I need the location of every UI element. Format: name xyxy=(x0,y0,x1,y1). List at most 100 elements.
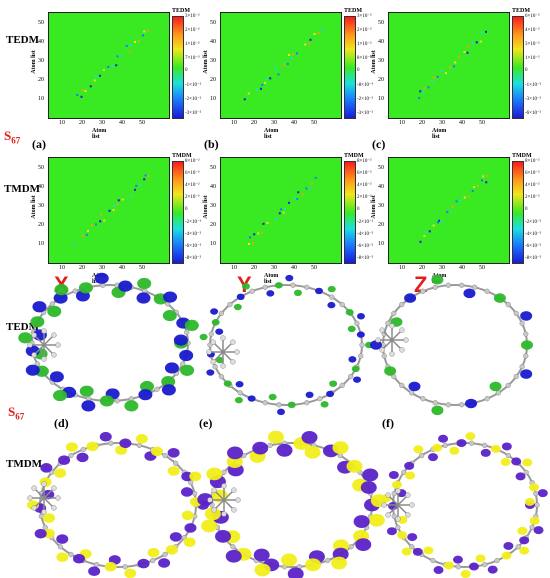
orbital-lobe xyxy=(241,283,250,290)
orbital-lobe xyxy=(332,441,349,455)
atom xyxy=(469,440,475,446)
colorbar-tick-label: 0 xyxy=(185,206,188,212)
atom xyxy=(420,288,426,294)
y-tick-label: 40 xyxy=(210,39,216,45)
orbital-lobe xyxy=(254,563,271,577)
orbital-lobe xyxy=(522,458,533,467)
atom xyxy=(484,288,490,294)
colorbar-tick-label: 6×10⁻² xyxy=(525,14,540,19)
x-axis-title: Atom list xyxy=(264,273,279,285)
atom xyxy=(391,513,397,519)
atom xyxy=(325,557,331,564)
atom xyxy=(51,505,57,511)
heatmap-feature xyxy=(310,182,313,185)
heatmap-feature xyxy=(261,231,264,234)
colorbar-tick-label: 0 xyxy=(525,68,528,74)
colorbar-tick-label: -8×10⁻² xyxy=(525,256,542,261)
colorbar-tick-label: 1×10⁻² xyxy=(525,55,540,61)
orbital-lobe xyxy=(104,561,117,572)
atom xyxy=(445,282,451,288)
orbital-lobe xyxy=(276,443,293,457)
orbital-lobe xyxy=(511,457,522,466)
y-tick-label: 50 xyxy=(38,20,44,26)
heatmap-feature xyxy=(269,77,272,80)
atom xyxy=(505,382,511,389)
heatmap-feature xyxy=(297,191,300,194)
orbital-lobe xyxy=(331,556,348,570)
atom xyxy=(482,562,488,568)
orbital-lobe xyxy=(304,558,321,572)
tmdm-orbital-ring-x xyxy=(27,431,209,578)
heatmap-feature xyxy=(479,40,482,43)
orbital-lobe xyxy=(521,340,533,350)
x-tick-label: 20 xyxy=(251,120,257,126)
orbital-lobe xyxy=(184,319,199,332)
orbital-lobe xyxy=(180,364,195,376)
orbital-lobe xyxy=(305,391,314,399)
atom xyxy=(515,544,521,550)
orbital-lobe xyxy=(493,293,506,303)
colorbar xyxy=(512,161,524,264)
colorbar-title: TEDM xyxy=(344,8,362,14)
orbital-lobe xyxy=(413,445,424,454)
atom xyxy=(401,469,407,475)
heatmap-feature xyxy=(427,86,430,89)
y-tick-label: 30 xyxy=(378,58,384,64)
colorbar-tick-label: 0 xyxy=(357,206,360,212)
heatmap-feature xyxy=(423,87,426,90)
x-tick-label: 20 xyxy=(419,265,425,271)
panel-letter-a: (a) xyxy=(32,137,46,151)
atom xyxy=(154,386,160,392)
orbital-lobe xyxy=(119,438,132,449)
colorbar-tick-label: 3×10⁻² xyxy=(357,14,372,19)
colorbar-tick-label: 3×10⁻² xyxy=(185,14,200,19)
atom xyxy=(27,342,33,348)
orbital-lobe xyxy=(353,376,362,383)
x-tick-label: 50 xyxy=(479,265,485,271)
x-tick-label: 20 xyxy=(79,120,85,126)
y-tick-label: 30 xyxy=(38,58,44,64)
orbital-lobe xyxy=(520,311,533,321)
orbital-lobe xyxy=(179,349,194,362)
atom xyxy=(523,469,529,475)
atom xyxy=(162,452,168,459)
orbital-lobe xyxy=(500,458,511,467)
colorbar xyxy=(344,16,356,119)
heatmap-feature xyxy=(455,200,458,203)
heatmap-feature xyxy=(432,76,435,79)
heatmap-feature xyxy=(463,196,466,199)
atom xyxy=(459,282,465,288)
orbital-lobe xyxy=(533,526,544,535)
atom xyxy=(235,497,241,503)
colorbar-tick-label: -2×10⁻² xyxy=(357,97,374,103)
heatmap-feature xyxy=(103,69,105,71)
y-tick-label: 30 xyxy=(378,203,384,209)
orbital-lobe xyxy=(351,365,360,373)
heatmap-feature xyxy=(278,212,281,215)
heatmap-feature xyxy=(418,96,421,99)
atom xyxy=(212,364,218,370)
heatmap-feature xyxy=(454,61,457,64)
orbital-lobe xyxy=(423,546,434,555)
atom xyxy=(529,524,535,530)
orbital-lobe xyxy=(137,277,152,290)
orbital-lobe xyxy=(355,538,372,551)
heatmap-feature xyxy=(84,90,87,92)
heatmap-feature xyxy=(282,63,285,66)
atom xyxy=(31,485,37,491)
colorbar-tick-label: -4×10⁻² xyxy=(525,231,542,237)
orbital-lobe xyxy=(517,526,528,535)
heatmap-feature xyxy=(309,38,312,41)
heatmap-feature xyxy=(100,213,103,216)
heatmap-feature xyxy=(481,31,483,34)
orbital-lobe xyxy=(529,516,540,525)
heatmap-feature xyxy=(424,231,427,234)
orbital-lobe xyxy=(501,551,512,560)
atom xyxy=(220,363,226,369)
heatmap-plot xyxy=(388,12,510,119)
atom xyxy=(432,284,438,290)
orbital-lobe xyxy=(405,471,416,480)
orbital-lobe xyxy=(247,395,256,402)
tmdm-orbital-ring-y xyxy=(197,430,387,578)
y-tick-label: 10 xyxy=(378,241,384,247)
